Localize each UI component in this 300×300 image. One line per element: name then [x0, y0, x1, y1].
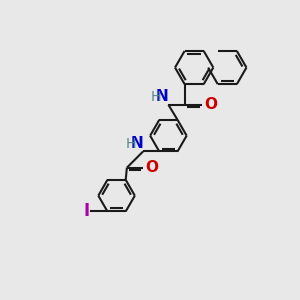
Text: O: O [205, 97, 218, 112]
Text: O: O [146, 160, 158, 175]
Text: N: N [156, 89, 168, 104]
Text: H: H [125, 137, 136, 151]
Text: H: H [151, 90, 161, 104]
Text: N: N [130, 136, 143, 151]
Text: I: I [84, 202, 90, 220]
